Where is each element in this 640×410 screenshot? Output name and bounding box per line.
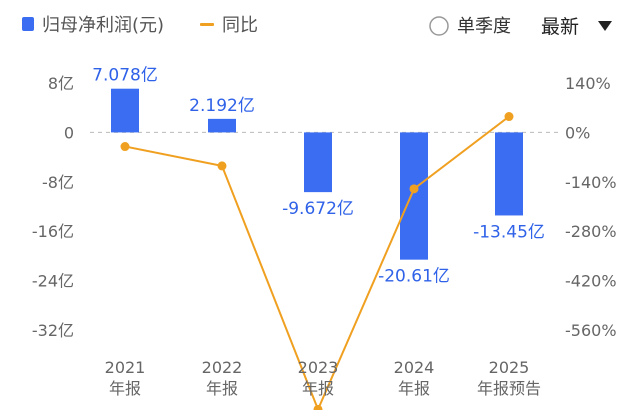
x-axis-category-type: 年报 [398,379,430,398]
left-axis-tick-label: -8亿 [42,173,74,192]
right-axis-tick-label: 0% [565,123,590,142]
yoy-point [504,112,514,122]
x-axis-category-year: 2025 [489,358,530,377]
bar-data-label: -9.672亿 [282,199,354,219]
x-axis-category-type: 年报 [109,379,141,398]
left-axis-tick-label: -16亿 [32,222,74,241]
sort-select[interactable]: 最新 [541,16,612,38]
x-axis-category-type: 年报 [206,379,238,398]
bar-data-label: -20.61亿 [378,267,450,287]
x-axis-category-year: 2023 [298,358,339,377]
quarter-toggle[interactable]: 单季度 [429,16,511,37]
plot-area: 8亿 0 -8亿 -16亿 -24亿 -32亿 140% 0% -140% -280% -420% -… [32,66,617,410]
triangle-down-icon[interactable] [598,21,612,31]
bar-data-label: -13.45亿 [473,222,545,242]
yoy-point [217,161,227,171]
quarter-toggle-label[interactable]: 单季度 [457,16,511,37]
bar [304,132,332,193]
right-axis-tick-label: -140% [565,173,617,192]
right-axis-tick-label: -280% [565,222,617,241]
left-axis-tick-label: 0 [64,123,74,142]
legend-bar-swatch [22,17,34,31]
right-axis-tick-label: 140% [565,74,611,93]
left-axis-tick-label: 8亿 [48,74,74,93]
bar [495,132,523,216]
x-axis-category-year: 2022 [202,358,243,377]
sort-select-label[interactable]: 最新 [541,16,579,38]
bar-data-label: 2.192亿 [189,96,255,116]
left-axis-tick-label: -24亿 [32,272,74,291]
yoy-point [120,142,130,152]
right-axis-tick-label: -420% [565,272,617,291]
bar [208,118,236,133]
right-axis-tick-label: -560% [565,321,617,340]
bar-data-label: 7.078亿 [92,66,158,86]
bar [400,132,428,260]
x-axis-category-year: 2024 [394,358,435,377]
x-axis-category-type: 年报预告 [477,379,541,398]
legend-line-swatch [200,23,214,26]
radio-circle-icon[interactable] [429,16,449,36]
yoy-point [409,184,419,194]
legend-label-net-profit[interactable]: 归母净利润(元) [42,15,164,36]
legend-label-yoy[interactable]: 同比 [222,15,258,36]
bar [111,88,139,133]
x-axis-category-type: 年报 [302,379,334,398]
legend[interactable]: 归母净利润(元) 同比 [22,15,258,36]
left-axis-tick-label: -32亿 [32,321,74,340]
yoy-point [313,404,323,410]
x-axis-category-year: 2021 [105,358,146,377]
